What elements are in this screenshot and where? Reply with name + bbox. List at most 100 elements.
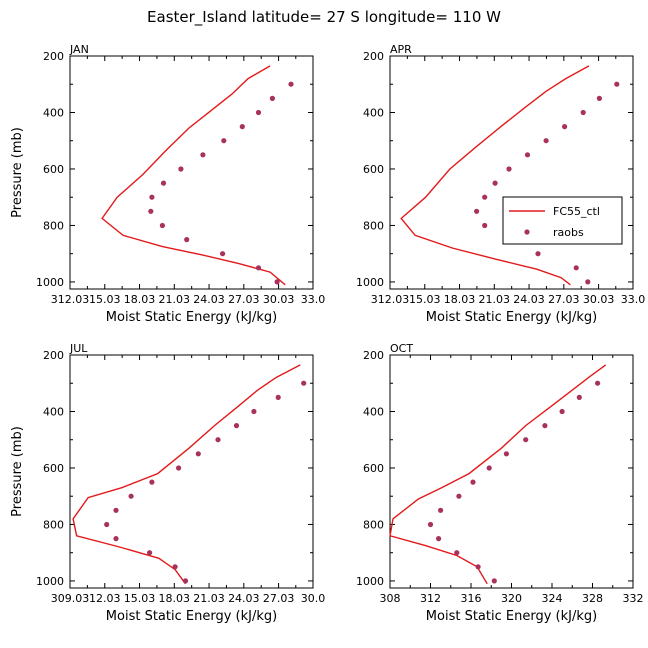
obs-point — [585, 279, 591, 285]
obs-point — [482, 194, 488, 200]
y-tick-label: 1000 — [36, 276, 64, 289]
y-tick-label: 600 — [43, 462, 64, 475]
obs-point — [149, 194, 155, 200]
y-tick-label: 400 — [43, 405, 64, 418]
plot-frame — [69, 354, 314, 589]
obs-point — [182, 578, 189, 584]
x-tick-label: 21.03 — [159, 293, 191, 306]
panel-jan: 200 400 600 800 1000 312.03 15.03 18.03 21.03 24.… — [10, 43, 325, 325]
obs-point — [470, 479, 476, 485]
x-tick-label: 18.03 — [159, 592, 191, 605]
x-axis-label: Moist Static Energy (kJ/kg) — [426, 609, 597, 624]
y-axis-label: Pressure (mb) — [10, 426, 25, 517]
obs-point — [492, 180, 498, 186]
obs-point — [215, 437, 221, 443]
obs-point — [454, 550, 460, 556]
model-line — [72, 364, 301, 585]
x-tick-label: 30.03 — [583, 293, 615, 306]
obs-point — [543, 138, 549, 144]
obs-point — [178, 166, 184, 172]
panel-label: OCT — [390, 342, 413, 355]
y-tick-label: 1000 — [356, 575, 384, 588]
x-axis-label: Moist Static Energy (kJ/kg) — [106, 609, 277, 624]
x-axis-label: Moist Static Energy (kJ/kg) — [426, 310, 597, 325]
x-tick-label: 30.0 — [301, 592, 326, 605]
y-tick-label: 200 — [43, 50, 64, 63]
obs-point — [159, 222, 165, 229]
figure-title: Easter_Island latitude= 27 S longitude= … — [147, 8, 501, 27]
obs-point — [233, 423, 240, 429]
obs-point — [221, 138, 227, 144]
panel-label: JUL — [69, 342, 88, 355]
y-tick-label: 600 — [43, 163, 64, 176]
x-tick-label: 33.0 — [621, 293, 646, 306]
plot-frame — [69, 55, 314, 290]
obs-point — [220, 251, 226, 257]
obs-point — [482, 222, 488, 229]
x-tick-label: 324 — [542, 592, 563, 605]
obs-point — [113, 536, 119, 542]
model-line — [101, 65, 286, 286]
x-tick-label: 328 — [582, 592, 603, 605]
obs-point — [596, 95, 603, 101]
obs-point — [506, 166, 512, 172]
y-tick-label: 800 — [363, 518, 384, 531]
panel-oct: 200 400 600 800 1000 308 312 316 320 324 328 332 OCT… — [356, 342, 644, 624]
obs-point — [148, 208, 154, 214]
legend-model-label: FC55_ctl — [553, 205, 600, 218]
obs-point — [113, 507, 119, 513]
obs-point — [614, 81, 620, 87]
x-tick-label: 24.03 — [193, 293, 225, 306]
y-tick-label: 1000 — [36, 575, 64, 588]
x-tick-label: 15.03 — [409, 293, 441, 306]
obs-point — [184, 237, 190, 243]
obs-point — [580, 109, 586, 116]
legend-obs-label: raobs — [553, 226, 584, 239]
obs-point — [524, 152, 531, 158]
obs-point — [149, 479, 155, 485]
obs-point — [200, 152, 206, 158]
y-tick-label: 400 — [363, 405, 384, 418]
x-tick-label: 27.03 — [263, 592, 295, 605]
panel-label: APR — [390, 43, 412, 56]
obs-point — [486, 465, 492, 471]
obs-point — [595, 380, 601, 386]
panel-apr: 200 400 600 800 1000 312.03 15.03 18.03 21.03 24.… — [356, 43, 645, 325]
obs-point — [239, 124, 245, 130]
obs-point — [438, 507, 444, 513]
obs-point — [559, 408, 565, 415]
model-line — [389, 364, 607, 585]
obs-point — [128, 493, 134, 499]
obs-point — [104, 521, 110, 528]
x-tick-label: 24.03 — [228, 592, 260, 605]
obs-point — [160, 180, 167, 186]
obs-point — [275, 394, 281, 400]
x-tick-label: 308 — [380, 592, 401, 605]
y-tick-label: 200 — [363, 50, 384, 63]
x-tick-label: 18.03 — [124, 293, 156, 306]
x-tick-label: 15.03 — [89, 293, 121, 306]
plot-frame — [389, 354, 634, 589]
x-tick-label: 33.0 — [301, 293, 326, 306]
obs-point — [255, 109, 262, 116]
x-tick-label: 24.03 — [513, 293, 545, 306]
y-tick-label: 200 — [363, 349, 384, 362]
y-tick-label: 800 — [43, 219, 64, 232]
x-tick-label: 30.03 — [263, 293, 295, 306]
x-tick-label: 21.03 — [479, 293, 511, 306]
y-tick-label: 400 — [363, 106, 384, 119]
x-tick-label: 27.03 — [228, 293, 260, 306]
obs-point — [427, 521, 434, 528]
obs-point — [251, 408, 257, 415]
y-tick-label: 400 — [43, 106, 64, 119]
obs-point — [573, 265, 579, 271]
y-tick-label: 800 — [43, 518, 64, 531]
x-axis-label: Moist Static Energy (kJ/kg) — [106, 310, 277, 325]
x-tick-label: 312.03 — [371, 293, 410, 306]
obs-point — [474, 208, 480, 214]
x-tick-label: 312 — [420, 592, 441, 605]
x-tick-label: 332 — [623, 592, 644, 605]
x-tick-label: 21.03 — [193, 592, 225, 605]
